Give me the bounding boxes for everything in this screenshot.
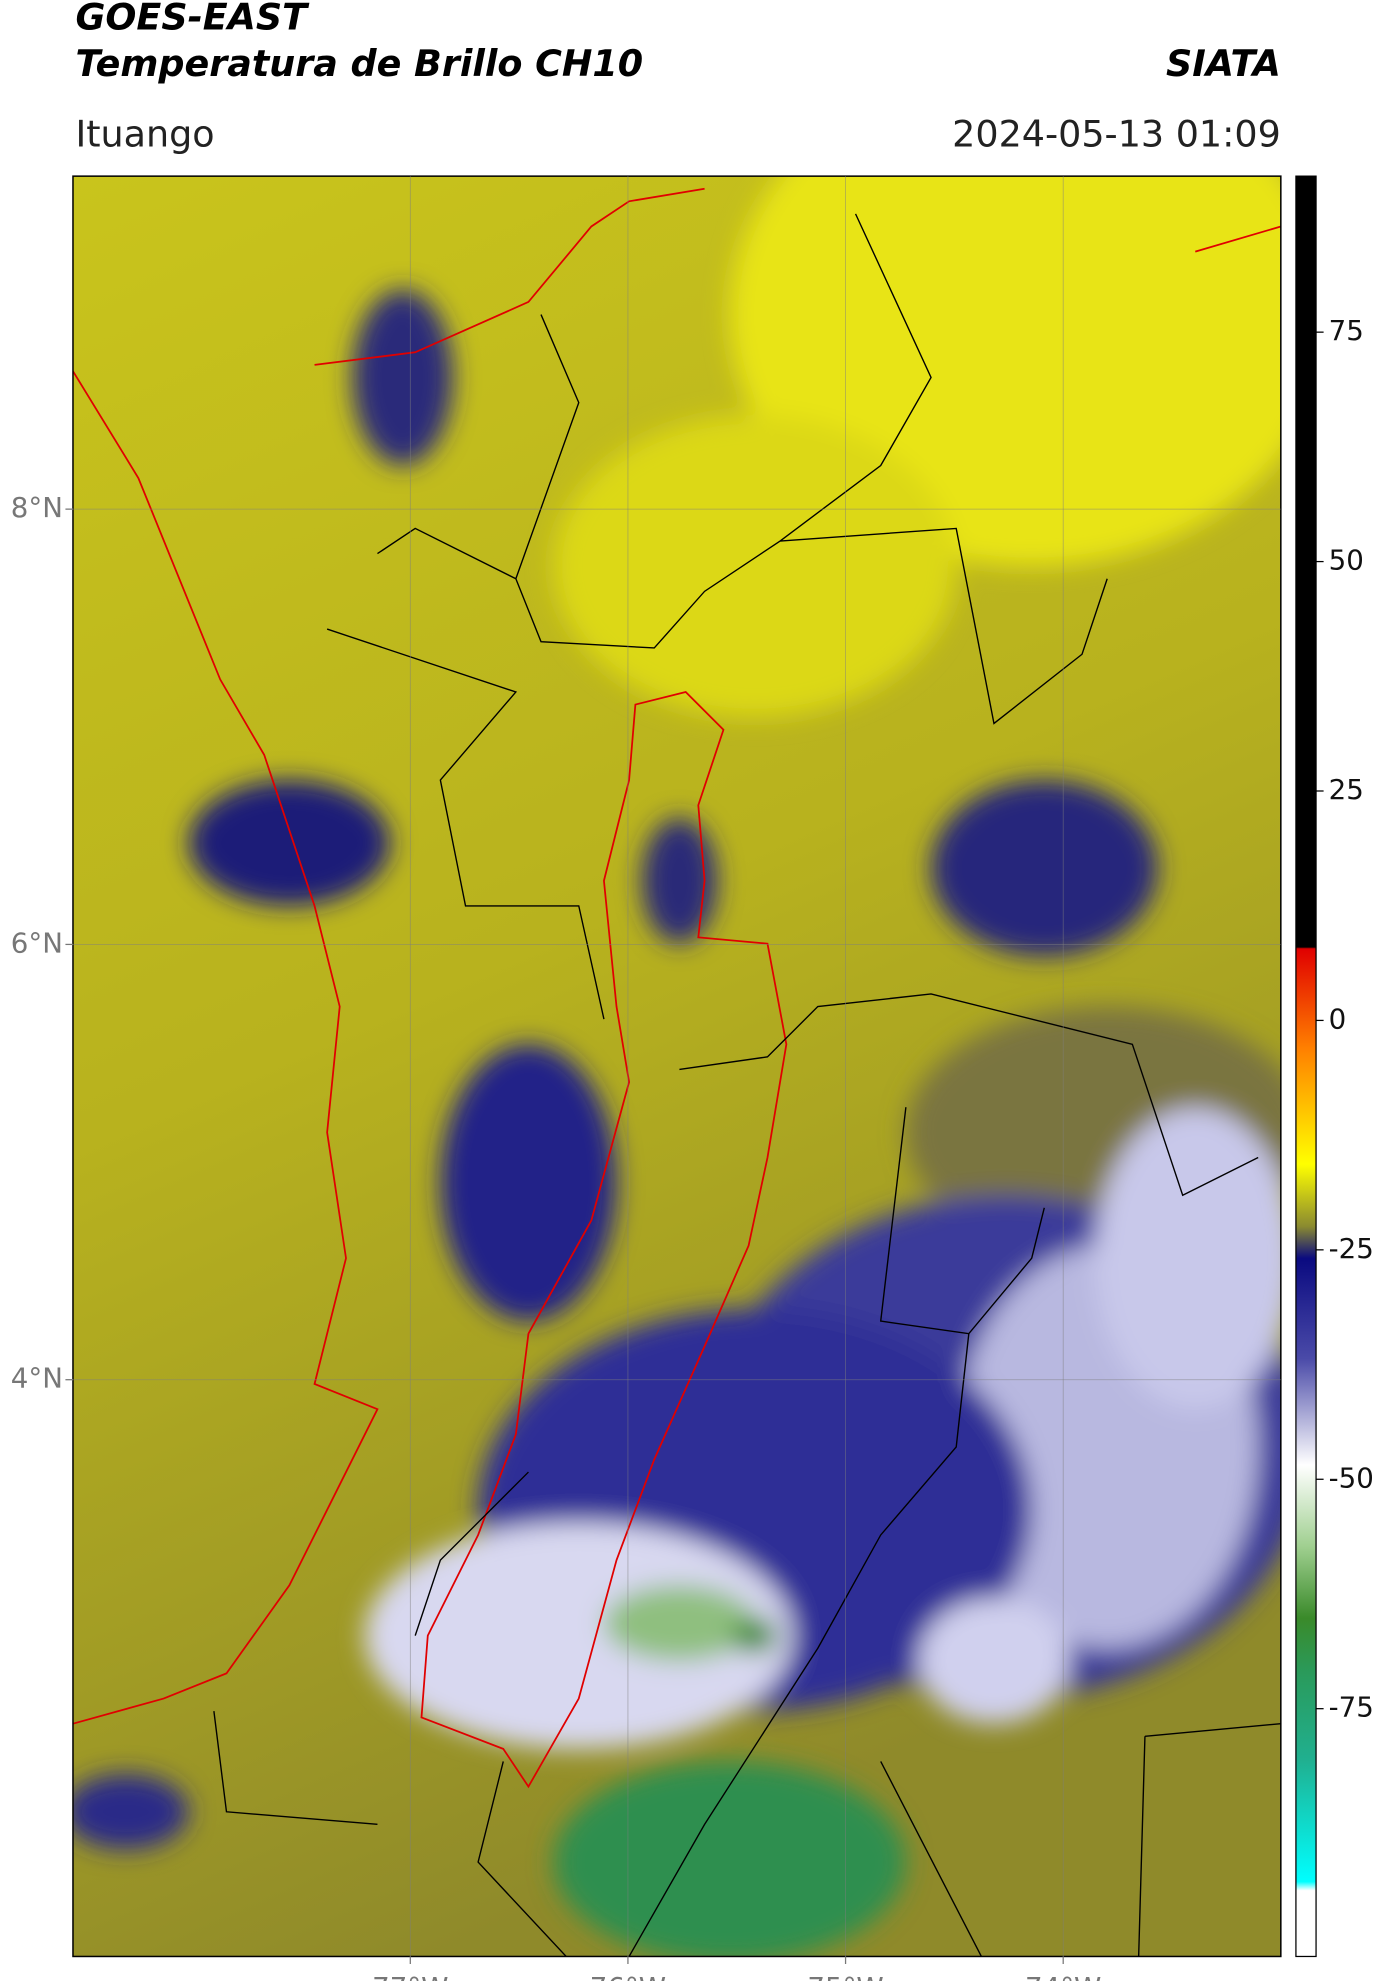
x-tick-label: 77°W <box>372 1971 448 1981</box>
colorbar-tick-label: -25 <box>1329 1232 1374 1265</box>
datetime: 2024-05-13 01:09 <box>952 112 1281 155</box>
y-tick-label: 6°N <box>11 926 63 959</box>
x-tick-label: 76°W <box>590 1971 666 1981</box>
colorbar-tick-label: 75 <box>1329 314 1364 347</box>
title: GOES-EAST <box>75 0 310 38</box>
colorbar-tick-label: -75 <box>1329 1691 1374 1724</box>
subtitle: Temperatura de Brillo CH10 <box>75 42 643 85</box>
colorbar-tick-label: 50 <box>1329 544 1364 577</box>
map-image <box>72 176 1281 1957</box>
y-tick-label: 8°N <box>11 491 63 524</box>
colorbar-tick-label: 25 <box>1329 773 1364 806</box>
y-tick-label: 4°N <box>11 1362 63 1395</box>
colorbar <box>1295 175 1317 1958</box>
colorbar-tick-label: 0 <box>1329 1002 1347 1035</box>
x-tick-label: 75°W <box>807 1971 883 1981</box>
colorbar-tick-label: -50 <box>1329 1461 1374 1494</box>
map-frame <box>72 175 1282 1958</box>
source: SIATA <box>1166 42 1281 85</box>
x-tick-label: 74°W <box>1025 1971 1101 1981</box>
location: Ituango <box>75 112 214 155</box>
